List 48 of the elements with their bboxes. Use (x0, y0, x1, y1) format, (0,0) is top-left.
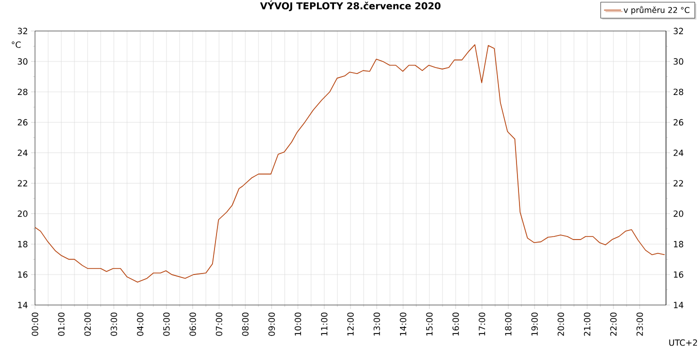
x-tick-label: 12:00 (347, 312, 354, 336)
x-tick-label: 10:00 (294, 312, 302, 336)
y2-tick-label: 30 (674, 58, 684, 65)
y-tick-label: 18 (18, 240, 28, 248)
y-tick-label: 26 (18, 119, 28, 126)
y2-tick-label: 22 (674, 180, 683, 186)
y-tick-label: 32 (18, 28, 28, 34)
x-tick-label: 09:00 (268, 312, 275, 336)
x-tick-label: 17:00 (478, 312, 486, 336)
y-tick-label: 30 (18, 58, 28, 65)
y2-tick-label: 26 (674, 119, 684, 126)
chart-title: VÝVOJ TEPLOTY 28.července 2020 (260, 0, 440, 12)
x-tick-label: 08:00 (242, 312, 249, 336)
y2-tick-label: 20 (674, 210, 684, 217)
x-tick-label: 07:00 (216, 312, 222, 336)
y2-tick-label: 14 (674, 302, 684, 308)
y2-tick-label: 32 (674, 28, 683, 34)
x-tick-label: 23:00 (636, 312, 643, 336)
x-tick-label: 02:00 (84, 312, 91, 336)
x-tick-label: 05:00 (163, 312, 170, 336)
x-tick-label: 20:00 (558, 312, 564, 336)
x-tick-label: 01:00 (58, 312, 64, 336)
x-tick-label: 00:00 (32, 312, 38, 336)
y2-tick-label: 18 (674, 240, 684, 248)
y2-tick-label: 24 (674, 150, 684, 156)
x-tick-label: 14:00 (400, 312, 406, 336)
y2-tick-label: 28 (674, 88, 684, 96)
x-tick-label: 16:00 (452, 312, 459, 336)
y-axis-title: °C (12, 42, 21, 48)
y2-tick-label: 16 (674, 271, 684, 278)
x-tick-label: 04:00 (136, 312, 144, 336)
x-tick-label: 22:00 (610, 312, 617, 336)
x-tick-label: 21:00 (584, 312, 590, 336)
y-tick-label: 24 (18, 150, 28, 156)
y-tick-label: 14 (18, 302, 28, 308)
y-tick-label: 20 (18, 210, 28, 217)
y-tick-label: 28 (18, 88, 28, 96)
x-tick-label: 11:00 (321, 312, 328, 336)
x-tick-label: 18:00 (505, 312, 512, 336)
x-tick-label: 15:00 (426, 312, 433, 336)
x-tick-label: 03:00 (110, 312, 118, 336)
text: UTC+2 (669, 339, 697, 346)
x-tick-label: 13:00 (374, 312, 380, 336)
y-tick-label: 16 (18, 271, 28, 278)
y-tick-label: 22 (18, 180, 28, 186)
x-tick-label: 19:00 (531, 312, 538, 336)
line-series (35, 44, 666, 283)
x-tick-label: 06:00 (190, 312, 196, 336)
